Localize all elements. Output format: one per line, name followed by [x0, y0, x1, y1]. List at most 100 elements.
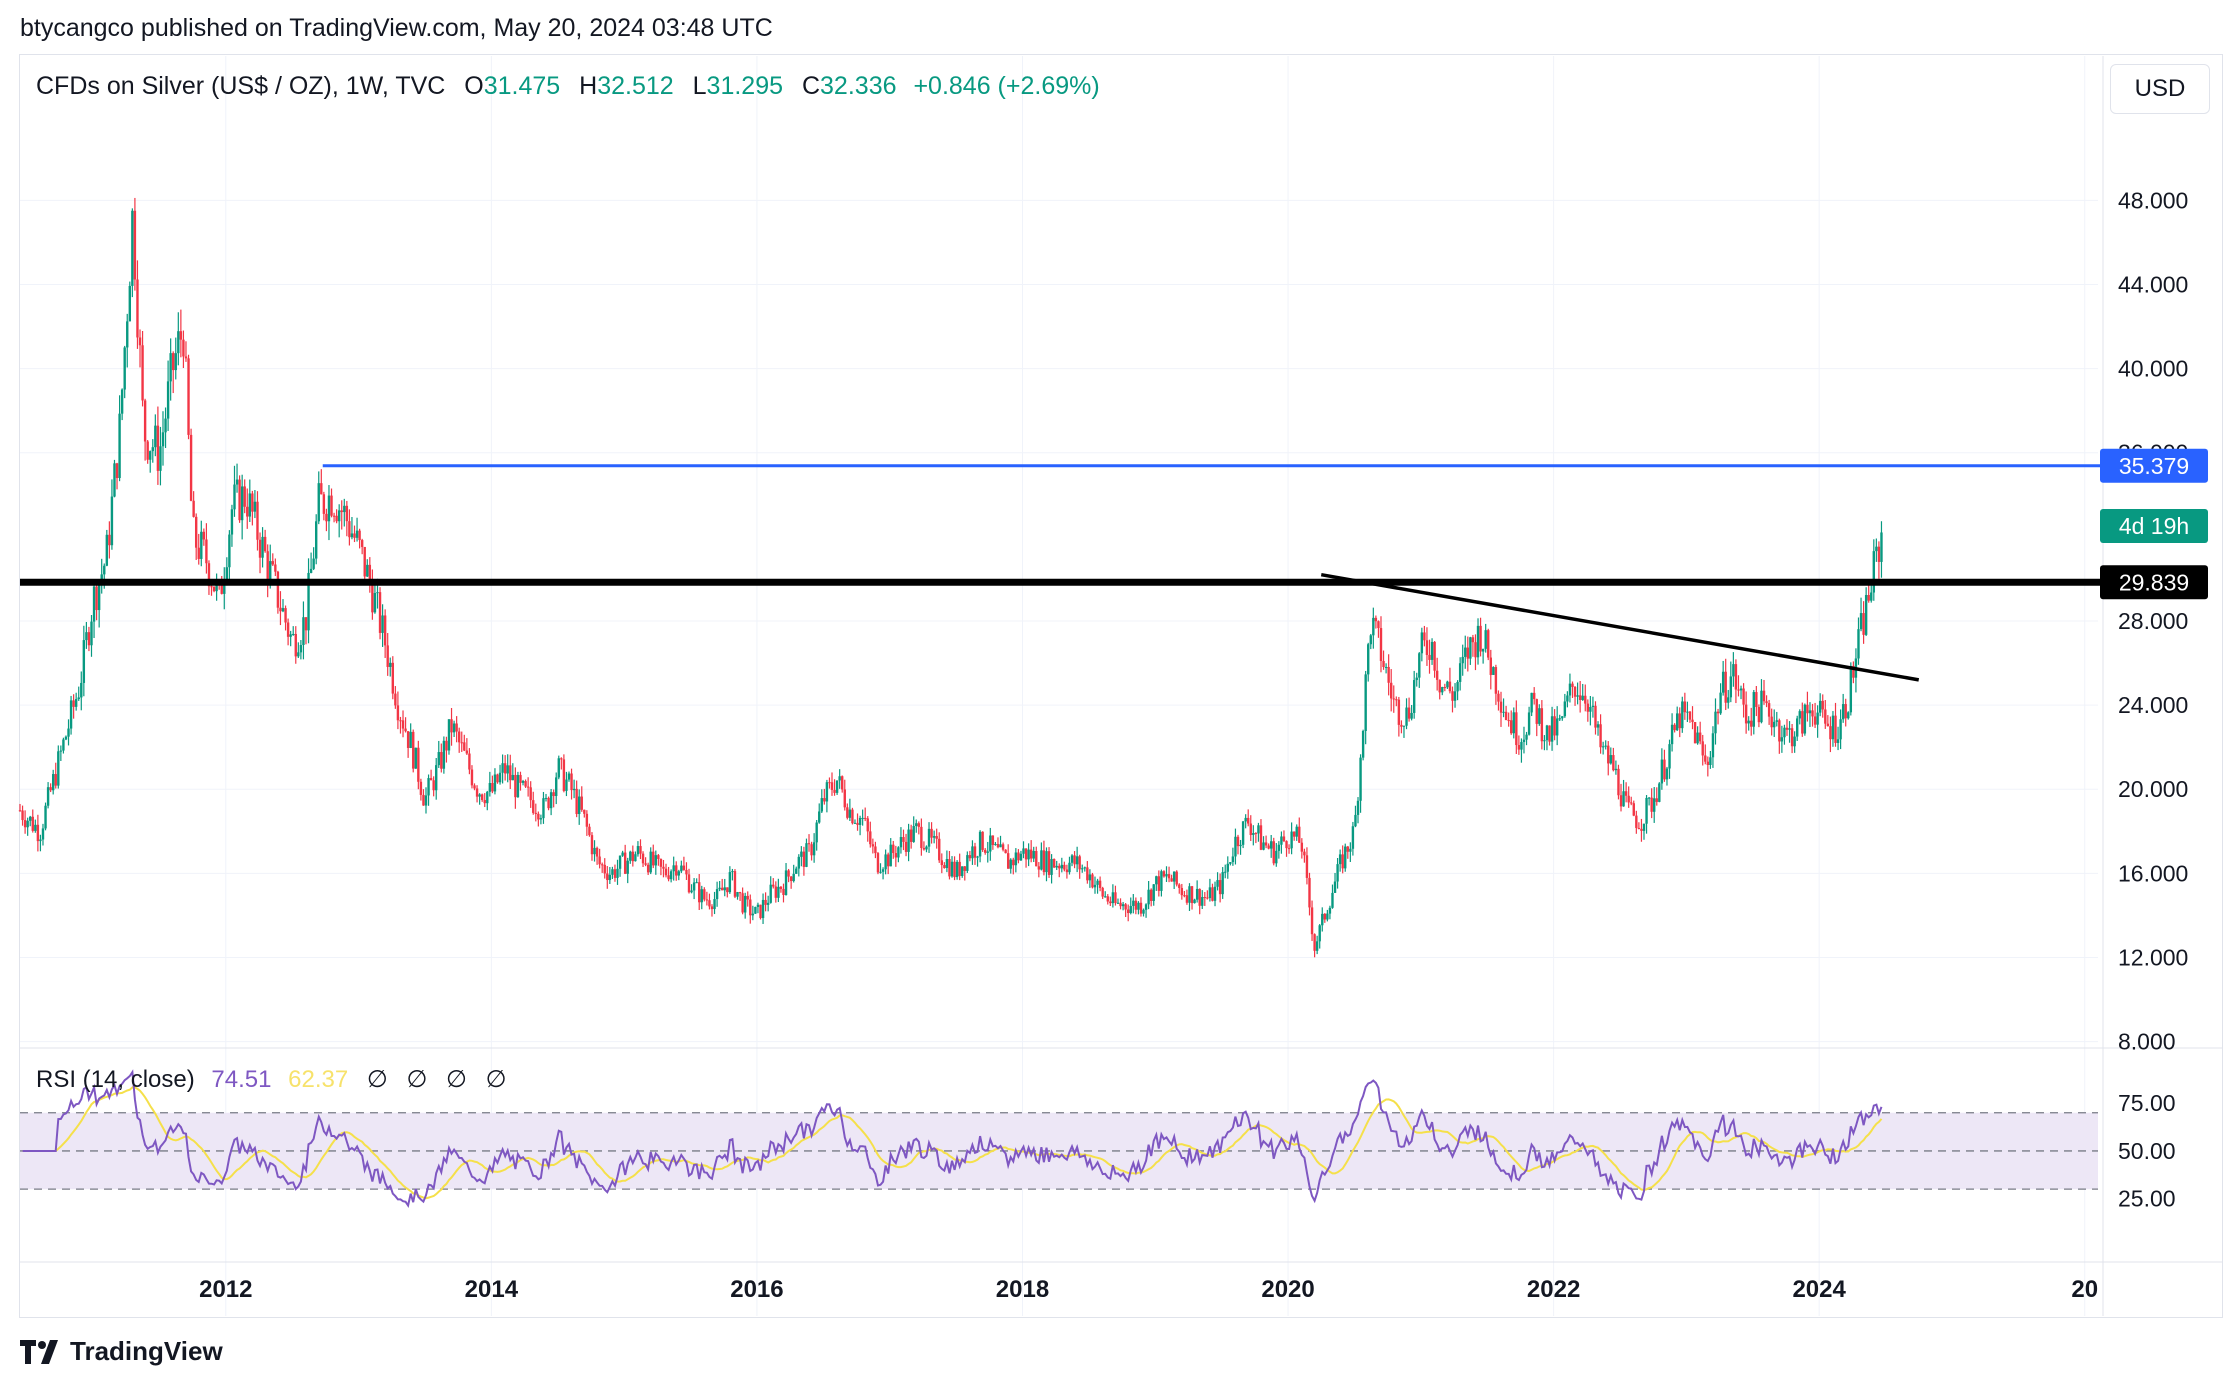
candle-body [1716, 711, 1720, 714]
na-value-3: ∅ [446, 1066, 467, 1093]
candle-body [1576, 695, 1579, 697]
symbol-legend[interactable]: CFDs on Silver (US$ / OZ), 1W, TVC O31.4… [36, 72, 1100, 101]
candle-body [422, 794, 425, 806]
candle-body [373, 592, 377, 613]
candle-body [953, 861, 956, 878]
candle-body [1487, 630, 1490, 658]
candle-body [629, 851, 632, 861]
candle-body [779, 886, 783, 889]
candle-body [82, 640, 86, 683]
candle-body [177, 331, 180, 354]
candle-body [297, 652, 300, 657]
candle-body [784, 870, 788, 895]
candle-body [207, 563, 211, 587]
candle-body [971, 846, 974, 859]
candle-body [930, 828, 933, 838]
candle-body [1553, 716, 1556, 736]
candle-body [1178, 884, 1181, 888]
candle-body [570, 773, 573, 791]
candle-body [1259, 825, 1263, 850]
candle-body [1430, 641, 1434, 660]
candle-body [1078, 856, 1081, 870]
candle-body [514, 774, 517, 798]
candle-body [1354, 814, 1357, 827]
candle-body [718, 887, 721, 890]
candle-body [1134, 900, 1138, 910]
candle-body [1139, 902, 1143, 914]
candle-body [1109, 901, 1112, 904]
candle-body [927, 828, 931, 847]
candle-body [746, 895, 749, 900]
candle-body [1014, 852, 1018, 866]
candle-body [307, 572, 310, 631]
candle-body [1201, 897, 1204, 906]
candle-body [659, 858, 663, 867]
candle-body [261, 536, 264, 558]
candle-body [230, 509, 234, 535]
candle-body [156, 425, 160, 471]
candle-body [692, 882, 696, 891]
candle-body [498, 772, 502, 783]
candle-body [797, 856, 801, 869]
candle-body [802, 851, 806, 867]
candle-body [978, 831, 982, 857]
candle-body [1126, 909, 1130, 914]
candle-body [1535, 699, 1538, 724]
candle-body [565, 779, 568, 791]
candle-body [1006, 853, 1010, 869]
candle-body [417, 747, 420, 782]
candle-body [281, 608, 285, 612]
candle-body [371, 583, 374, 613]
candle-body [269, 561, 272, 581]
candle-body [741, 893, 744, 913]
candle-body [154, 425, 157, 448]
candle-body [1494, 667, 1498, 694]
candle-body [743, 895, 747, 913]
candle-body [851, 809, 854, 824]
candle-body [876, 853, 880, 873]
candle-body [532, 800, 535, 813]
candle-body [909, 829, 913, 842]
candle-body [782, 888, 785, 895]
candle-body [1479, 625, 1482, 652]
candle-body [299, 645, 303, 653]
candle-body [1035, 851, 1038, 867]
candle-body [598, 856, 601, 865]
candle-body [547, 797, 550, 809]
candle-body [976, 856, 979, 858]
tradingview-logo[interactable]: TradingView [20, 1336, 223, 1367]
candle-body [1734, 664, 1738, 690]
candle-body [838, 776, 841, 781]
candle-body [585, 813, 589, 827]
countdown-tag-bg [2100, 509, 2208, 543]
rsi-legend[interactable]: RSI (14, close) 74.51 62.37 ∅ ∅ ∅ ∅ [36, 1065, 507, 1094]
candle-body [435, 765, 438, 791]
price-axis-label: 20.000 [2118, 776, 2188, 802]
candle-body [616, 868, 619, 878]
candle-body [812, 842, 816, 856]
currency-button[interactable]: USD [2110, 64, 2210, 114]
candle-body [1808, 710, 1812, 714]
candle-body [256, 501, 259, 540]
chart-frame[interactable] [19, 54, 2223, 1318]
candle-body [1502, 711, 1505, 713]
candle-body [1359, 757, 1362, 801]
candle-body [1160, 871, 1163, 891]
candle-body [340, 510, 343, 513]
na-value-4: ∅ [485, 1066, 507, 1093]
candle-body [1824, 709, 1827, 724]
candle-body [169, 353, 172, 382]
candle-body [161, 432, 165, 447]
candle-body [179, 331, 183, 340]
candle-body [1032, 851, 1035, 859]
candle-body [412, 731, 415, 769]
candle-body [989, 835, 992, 852]
candle-body [184, 356, 188, 359]
candle-body [312, 558, 315, 569]
candle-body [560, 758, 563, 760]
candle-body [675, 865, 678, 876]
candle-body [440, 752, 443, 769]
candle-body [544, 797, 548, 799]
candle-body [1029, 849, 1033, 859]
